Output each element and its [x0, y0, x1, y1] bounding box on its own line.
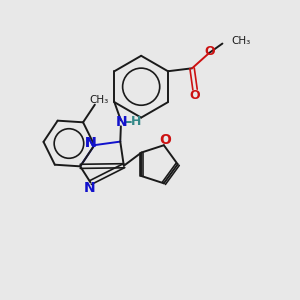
- Text: H: H: [130, 115, 141, 128]
- Text: CH₃: CH₃: [232, 36, 251, 46]
- Text: O: O: [204, 45, 215, 58]
- Text: N: N: [84, 181, 96, 195]
- Text: O: O: [189, 89, 200, 103]
- Text: CH₃: CH₃: [90, 95, 109, 105]
- Text: N: N: [84, 136, 96, 150]
- Text: N: N: [116, 115, 127, 129]
- Text: O: O: [159, 133, 171, 147]
- Text: N: N: [84, 136, 96, 150]
